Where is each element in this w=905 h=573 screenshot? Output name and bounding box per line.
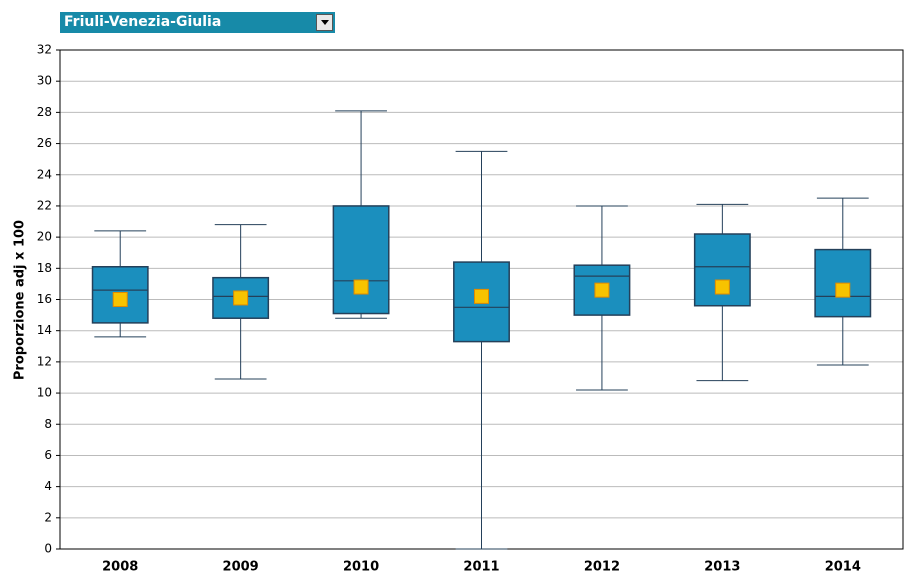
y-tick-label: 8 [44,417,52,431]
x-tick-label: 2011 [463,560,499,573]
region-dropdown[interactable]: Friuli-Venezia-Giulia [60,12,335,33]
mean [233,290,249,306]
y-tick-label: 2 [44,510,52,524]
dropdown-button[interactable] [316,14,333,31]
y-tick-label: 28 [37,105,52,119]
x-tick-label: 2012 [584,560,620,573]
dropdown-value: Friuli-Venezia-Giulia [64,14,222,30]
x-tick-label: 2014 [825,560,861,573]
y-tick-label: 24 [37,167,52,181]
x-tick-label: 2010 [343,560,379,573]
y-tick-label: 30 [37,74,52,88]
y-tick-label: 4 [44,479,52,493]
y-tick-label: 22 [37,198,52,212]
x-tick-label: 2013 [704,560,740,573]
y-tick-label: 12 [37,354,52,368]
mean [714,279,730,295]
mean [474,288,489,304]
y-tick-label: 18 [37,261,52,275]
y-tick-label: 16 [37,292,52,306]
box [693,233,751,307]
mean [112,292,128,307]
y-tick-label: 32 [37,43,52,57]
y-tick-label: 14 [37,323,52,337]
mean [353,279,369,295]
y-tick-label: 20 [37,230,52,244]
y-tick-label: 26 [37,136,52,150]
y-tick-label: 0 [44,542,52,556]
y-tick-label: 6 [44,448,52,462]
x-tick-label: 2009 [223,560,259,573]
y-tick-label: 10 [37,386,52,400]
mean [835,282,851,298]
y-axis-label: Proporzione adj x 100 [13,220,28,380]
x-tick-label: 2008 [102,560,138,573]
mean [594,282,610,298]
box [332,205,390,315]
